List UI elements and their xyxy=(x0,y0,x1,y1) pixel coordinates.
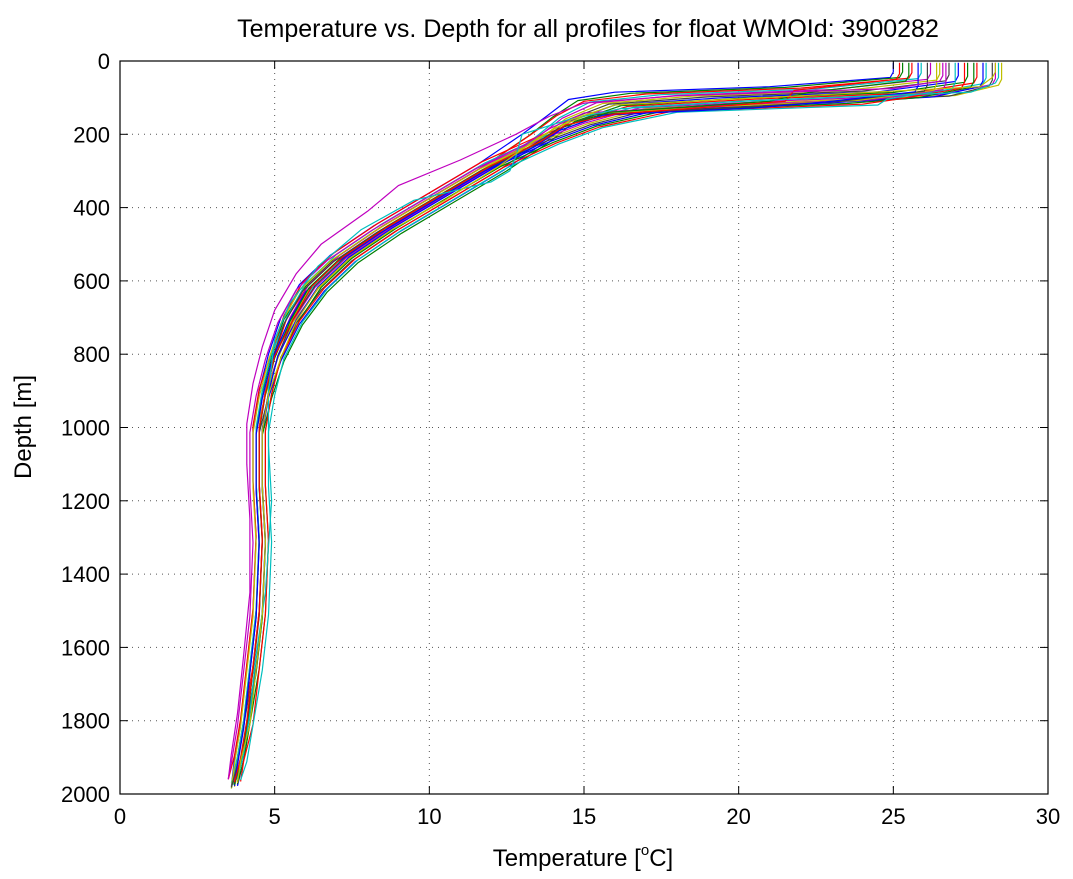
x-tick-label: 20 xyxy=(726,804,750,829)
x-tick-label: 10 xyxy=(417,804,441,829)
y-tick-label: 1800 xyxy=(61,709,110,734)
profile-line xyxy=(240,62,956,781)
y-tick-label: 200 xyxy=(73,122,110,147)
plot-area-data xyxy=(227,62,1003,789)
x-tick-label: 30 xyxy=(1036,804,1060,829)
chart-title: Temperature vs. Depth for all profiles f… xyxy=(237,15,939,43)
x-tick-label: 5 xyxy=(269,804,281,829)
profile-line xyxy=(240,62,966,782)
grid-lines xyxy=(120,61,1048,794)
y-tick-label: 800 xyxy=(73,342,110,367)
profile-line xyxy=(236,62,1000,780)
y-tick-label: 1600 xyxy=(61,635,110,660)
axis-ticks: 0 5 10 15 20 25 30 0 200 400 600 800 1000 1200 1400 160… xyxy=(61,49,1060,829)
profile-line xyxy=(227,62,944,780)
y-tick-label: 2000 xyxy=(61,782,110,807)
x-tick-label: 25 xyxy=(881,804,905,829)
x-tick-label: 15 xyxy=(572,804,596,829)
profile-line xyxy=(236,62,997,784)
x-axis-label-superscript: o xyxy=(641,842,649,859)
y-tick-label: 0 xyxy=(98,49,110,74)
profile-line xyxy=(230,62,938,789)
y-tick-label: 1000 xyxy=(61,416,110,441)
profile-line xyxy=(227,62,978,780)
y-axis-label: Depth [m] xyxy=(10,375,37,479)
y-tick-label: 1200 xyxy=(61,489,110,514)
x-axis-label-suffix: C] xyxy=(649,845,673,872)
y-tick-label: 400 xyxy=(73,196,110,221)
x-axis-label-prefix: Temperature [ xyxy=(493,845,641,872)
x-tick-label: 0 xyxy=(114,804,126,829)
y-tick-label: 600 xyxy=(73,269,110,294)
x-axis-label: Temperature [oC] xyxy=(493,842,673,872)
y-tick-label: 1400 xyxy=(61,562,110,587)
